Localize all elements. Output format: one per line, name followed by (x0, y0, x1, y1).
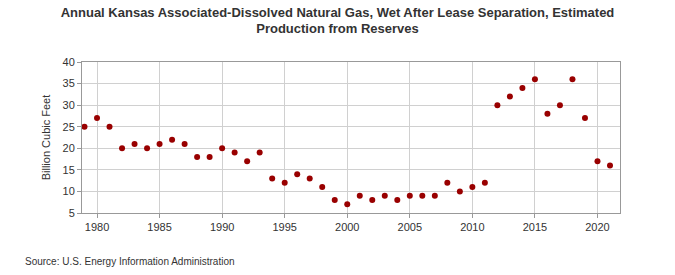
svg-text:25: 25 (63, 121, 75, 133)
svg-text:30: 30 (63, 99, 75, 111)
svg-text:20: 20 (63, 142, 75, 154)
svg-text:Source: U.S. Energy Informatio: Source: U.S. Energy Information Administ… (25, 256, 235, 267)
svg-text:2005: 2005 (398, 221, 422, 233)
svg-text:5: 5 (69, 207, 75, 219)
svg-text:2020: 2020 (585, 221, 609, 233)
svg-text:2015: 2015 (523, 221, 547, 233)
svg-text:40: 40 (63, 56, 75, 68)
svg-text:35: 35 (63, 77, 75, 89)
svg-text:10: 10 (63, 185, 75, 197)
svg-text:1985: 1985 (147, 221, 171, 233)
svg-text:1980: 1980 (85, 221, 109, 233)
svg-text:15: 15 (63, 164, 75, 176)
svg-text:Annual Kansas Associated-Disso: Annual Kansas Associated-Dissolved Natur… (61, 5, 615, 37)
svg-text:Billion Cubic Feet: Billion Cubic Feet (40, 95, 52, 181)
svg-text:2010: 2010 (460, 221, 484, 233)
svg-text:1990: 1990 (210, 221, 234, 233)
svg-text:2000: 2000 (335, 221, 359, 233)
svg-text:1995: 1995 (272, 221, 296, 233)
